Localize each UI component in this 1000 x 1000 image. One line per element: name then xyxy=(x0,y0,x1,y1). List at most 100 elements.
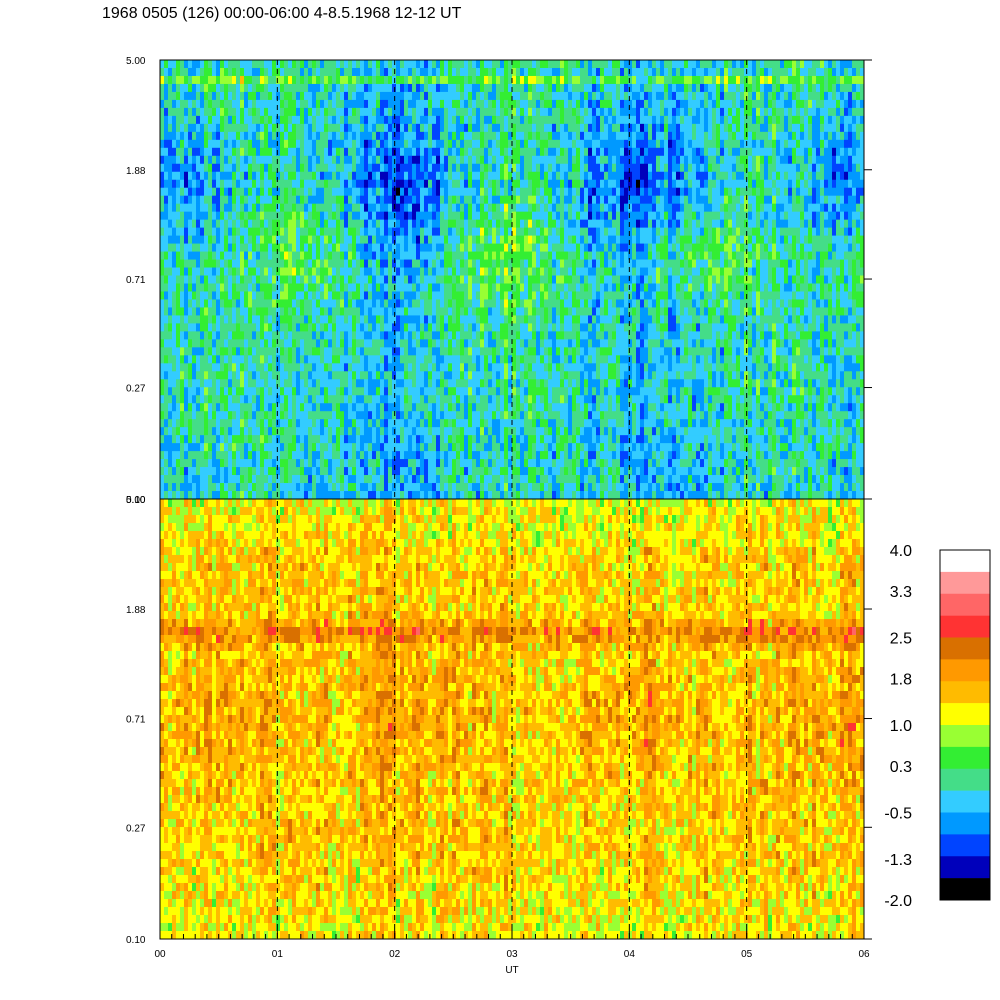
heatmap-cell xyxy=(432,108,436,116)
heatmap-cell xyxy=(220,475,224,483)
heatmap-cell xyxy=(224,268,228,276)
heatmap-cell xyxy=(204,363,208,371)
heatmap-cell xyxy=(296,92,300,100)
heatmap-cell xyxy=(388,244,392,252)
heatmap-cell xyxy=(496,228,500,236)
heatmap-cell xyxy=(472,84,476,92)
heatmap-cell xyxy=(440,363,444,371)
heatmap-cell xyxy=(452,116,456,124)
heatmap-cell xyxy=(304,92,308,100)
heatmap-cell xyxy=(308,443,312,451)
heatmap-cell xyxy=(160,276,164,284)
heatmap-cell xyxy=(396,260,400,268)
heatmap-cell xyxy=(300,323,304,331)
heatmap-cell xyxy=(444,331,448,339)
heatmap-cell xyxy=(484,379,488,387)
heatmap-cell xyxy=(464,307,468,315)
heatmap-cell xyxy=(480,491,484,499)
heatmap-cell xyxy=(360,132,364,140)
heatmap-cell xyxy=(260,395,264,403)
heatmap-cell xyxy=(348,331,352,339)
heatmap-cell xyxy=(328,467,332,475)
heatmap-cell xyxy=(276,140,280,148)
heatmap-cell xyxy=(324,220,328,228)
heatmap-cell xyxy=(252,347,256,355)
heatmap-cell xyxy=(256,116,260,124)
heatmap-cell xyxy=(284,403,288,411)
heatmap-cell xyxy=(332,443,336,451)
heatmap-cell xyxy=(376,140,380,148)
heatmap-cell xyxy=(440,331,444,339)
heatmap-cell xyxy=(288,180,292,188)
heatmap-cell xyxy=(480,427,484,435)
heatmap-cell xyxy=(256,204,260,212)
heatmap-cell xyxy=(164,76,168,84)
heatmap-cell xyxy=(440,347,444,355)
heatmap-cell xyxy=(452,467,456,475)
heatmap-cell xyxy=(452,140,456,148)
heatmap-cell xyxy=(308,84,312,92)
heatmap-cell xyxy=(468,355,472,363)
heatmap-cell xyxy=(496,260,500,268)
heatmap-cell xyxy=(208,323,212,331)
heatmap-cell xyxy=(184,116,188,124)
heatmap-cell xyxy=(388,475,392,483)
heatmap-cell xyxy=(264,260,268,268)
heatmap-cell xyxy=(352,427,356,435)
heatmap-cell xyxy=(448,124,452,132)
heatmap-cell xyxy=(176,379,180,387)
heatmap-cell xyxy=(436,172,440,180)
heatmap-cell xyxy=(320,395,324,403)
heatmap-cell xyxy=(448,156,452,164)
heatmap-cell xyxy=(436,196,440,204)
heatmap-cell xyxy=(440,451,444,459)
heatmap-cell xyxy=(456,164,460,172)
heatmap-cell xyxy=(496,268,500,276)
heatmap-cell xyxy=(360,180,364,188)
heatmap-cell xyxy=(260,164,264,172)
heatmap-cell xyxy=(444,475,448,483)
heatmap-cell xyxy=(456,403,460,411)
heatmap-cell xyxy=(236,307,240,315)
heatmap-cell xyxy=(504,92,508,100)
heatmap-cell xyxy=(436,395,440,403)
heatmap-cell xyxy=(400,347,404,355)
heatmap-cell xyxy=(332,451,336,459)
heatmap-cell xyxy=(428,299,432,307)
heatmap-cell xyxy=(352,387,356,395)
heatmap-cell xyxy=(372,347,376,355)
heatmap-cell xyxy=(492,108,496,116)
heatmap-cell xyxy=(264,116,268,124)
heatmap-cell xyxy=(240,403,244,411)
heatmap-cell xyxy=(504,307,508,315)
heatmap-cell xyxy=(496,196,500,204)
heatmap-cell xyxy=(236,299,240,307)
heatmap-cell xyxy=(300,92,304,100)
heatmap-cell xyxy=(200,467,204,475)
heatmap-cell xyxy=(260,236,264,244)
heatmap-cell xyxy=(256,156,260,164)
heatmap-cell xyxy=(352,395,356,403)
heatmap-cell xyxy=(164,299,168,307)
heatmap-cell xyxy=(428,411,432,419)
heatmap-cell xyxy=(344,291,348,299)
heatmap-cell xyxy=(492,347,496,355)
heatmap-cell xyxy=(344,411,348,419)
heatmap-cell xyxy=(476,108,480,116)
heatmap-cell xyxy=(184,307,188,315)
heatmap-cell xyxy=(168,459,172,467)
heatmap-cell xyxy=(364,156,368,164)
heatmap-cell xyxy=(236,387,240,395)
heatmap-cell xyxy=(384,443,388,451)
heatmap-cell xyxy=(304,100,308,108)
heatmap-cell xyxy=(404,323,408,331)
heatmap-cell xyxy=(388,347,392,355)
heatmap-cell xyxy=(232,291,236,299)
heatmap-cell xyxy=(384,323,388,331)
heatmap-cell xyxy=(292,252,296,260)
heatmap-cell xyxy=(364,140,368,148)
heatmap-cell xyxy=(380,411,384,419)
heatmap-cell xyxy=(240,331,244,339)
heatmap-cell xyxy=(204,371,208,379)
heatmap-cell xyxy=(164,108,168,116)
